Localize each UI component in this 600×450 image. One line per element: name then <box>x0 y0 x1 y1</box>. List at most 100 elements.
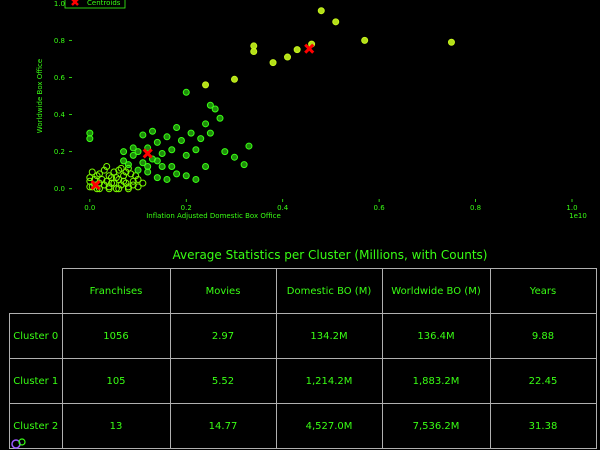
data-point <box>206 129 214 137</box>
row-label: Cluster 1 <box>9 358 63 404</box>
data-point <box>168 146 176 154</box>
table-cell: 2.97 <box>169 313 277 359</box>
data-point <box>134 175 142 183</box>
data-point <box>129 181 137 189</box>
data-point <box>230 75 238 83</box>
data-point <box>182 172 190 180</box>
data-point <box>139 131 147 139</box>
x-scale-note: 1e10 <box>569 212 587 220</box>
table-cell: 1,214.2M <box>275 358 383 404</box>
header-domestic-bo: Domestic BO (M) <box>275 268 383 314</box>
data-point <box>230 153 238 161</box>
data-point <box>103 162 111 170</box>
data-point <box>144 162 152 170</box>
data-point <box>103 177 111 185</box>
data-point <box>168 162 176 170</box>
table-title: Average Statistics per Cluster (Millions… <box>172 248 488 262</box>
data-point <box>240 161 248 169</box>
data-point <box>144 144 152 152</box>
data-point <box>173 170 181 178</box>
data-point <box>132 172 140 180</box>
data-point <box>124 161 132 169</box>
data-point <box>197 135 205 143</box>
data-point <box>221 148 229 156</box>
data-point <box>95 185 103 193</box>
data-point <box>108 179 116 187</box>
data-point <box>250 42 258 50</box>
chart-toolbar-icon[interactable] <box>10 436 30 450</box>
data-point <box>88 168 96 176</box>
data-point <box>139 179 147 187</box>
data-point <box>100 181 108 189</box>
header-franchises: Franchises <box>61 268 171 314</box>
header-worldwide-bo: Worldwide BO (M) <box>381 268 491 314</box>
data-point <box>129 151 137 159</box>
x-tick-label: 0.6 <box>374 204 386 212</box>
data-point <box>124 183 132 191</box>
data-point <box>293 46 301 54</box>
x-tick-label: 0.0 <box>84 204 95 212</box>
data-point <box>129 144 137 152</box>
header-years: Years <box>489 268 597 314</box>
table-cell: 1,883.2M <box>381 358 491 404</box>
table-row: Cluster 0 1056 2.97 134.2M 136.4M 9.88 <box>9 313 597 359</box>
y-tick-label: 0.4 <box>54 111 66 119</box>
table-cell: 5.52 <box>169 358 277 404</box>
data-point <box>182 151 190 159</box>
x-tick-label: 0.8 <box>470 204 481 212</box>
data-point <box>211 105 219 113</box>
data-point <box>105 185 113 193</box>
data-point <box>127 170 135 178</box>
data-point <box>202 162 210 170</box>
data-point <box>139 159 147 167</box>
scatter-plot: 0.0 0.2 0.4 0.6 0.8 1.0 0.0 0.2 0.4 0.6 0.8 1.0 Infl… <box>36 0 587 220</box>
data-point <box>163 133 171 141</box>
legend-label: Centroids <box>87 0 121 7</box>
table-cell: 7,536.2M <box>381 403 491 449</box>
data-point <box>120 148 128 156</box>
data-point <box>153 157 161 165</box>
data-point <box>216 114 224 122</box>
data-point <box>115 185 123 193</box>
table-cell: 105 <box>61 358 171 404</box>
table-header-row: Franchises Movies Domestic BO (M) Worldw… <box>9 268 597 314</box>
data-point <box>124 185 132 193</box>
data-point <box>173 124 181 132</box>
table-cell: 13 <box>61 403 171 449</box>
data-point <box>129 177 137 185</box>
data-point <box>202 120 210 128</box>
legend-box <box>64 0 126 9</box>
table-cell: 136.4M <box>381 313 491 359</box>
data-point <box>206 101 214 109</box>
stats-table: Franchises Movies Domestic BO (M) Worldw… <box>9 268 597 449</box>
legend-centroid-icon <box>71 0 79 6</box>
data-point <box>182 88 190 96</box>
table-row: Cluster 1 105 5.52 1,214.2M 1,883.2M 22.… <box>9 358 597 404</box>
data-point <box>153 174 161 182</box>
y-tick-label: 0.0 <box>54 185 65 193</box>
data-point <box>86 174 94 182</box>
data-point <box>93 172 101 180</box>
header-movies: Movies <box>169 268 277 314</box>
data-point <box>134 166 142 174</box>
y-tick-label: 0.6 <box>54 74 66 82</box>
row-label: Cluster 0 <box>9 313 63 359</box>
data-point <box>202 81 210 89</box>
table-cell: 1056 <box>61 313 171 359</box>
data-point <box>284 53 292 61</box>
y-tick-label: 0.8 <box>54 37 65 45</box>
data-point <box>117 181 125 189</box>
data-point <box>163 175 171 183</box>
data-point <box>120 177 128 185</box>
data-point <box>105 172 113 180</box>
y-axis-label: Worldwide Box Office <box>36 59 44 133</box>
data-point <box>117 164 125 172</box>
data-point <box>177 137 185 145</box>
x-tick-label: 0.2 <box>181 204 192 212</box>
data-point <box>158 162 166 170</box>
data-point <box>110 179 118 187</box>
data-point <box>153 138 161 146</box>
data-point <box>158 149 166 157</box>
data-point <box>120 157 128 165</box>
x-axis-label: Inflation Adjusted Domestic Box Office <box>146 212 281 220</box>
